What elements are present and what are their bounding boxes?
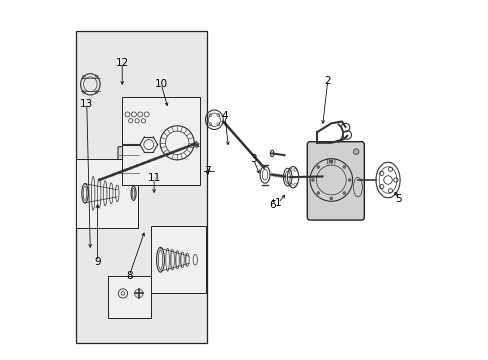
Circle shape (329, 160, 332, 163)
Text: 13: 13 (80, 99, 93, 109)
Circle shape (347, 179, 350, 181)
Text: 7: 7 (203, 166, 210, 176)
Circle shape (342, 166, 345, 168)
FancyBboxPatch shape (306, 142, 364, 220)
FancyBboxPatch shape (118, 147, 141, 181)
Text: )))): )))) (325, 157, 336, 164)
Text: 4: 4 (221, 111, 228, 121)
Bar (76, 159, 138, 228)
Text: 6: 6 (269, 200, 276, 210)
Text: 8: 8 (126, 271, 132, 281)
Text: 9: 9 (94, 257, 101, 266)
Text: 11: 11 (147, 173, 161, 183)
Circle shape (316, 166, 319, 168)
Circle shape (316, 192, 319, 194)
Text: 5: 5 (395, 194, 401, 204)
Circle shape (342, 192, 345, 194)
Bar (122, 97, 200, 185)
Circle shape (353, 149, 358, 154)
Bar (150, 226, 205, 293)
Text: 1: 1 (274, 198, 281, 208)
Text: 3: 3 (249, 154, 256, 164)
Text: 10: 10 (154, 79, 167, 89)
Text: 12: 12 (115, 58, 128, 68)
Circle shape (329, 197, 332, 200)
Text: 2: 2 (324, 76, 330, 86)
Bar (76, 31, 207, 343)
Bar (108, 276, 150, 318)
Circle shape (311, 179, 314, 181)
